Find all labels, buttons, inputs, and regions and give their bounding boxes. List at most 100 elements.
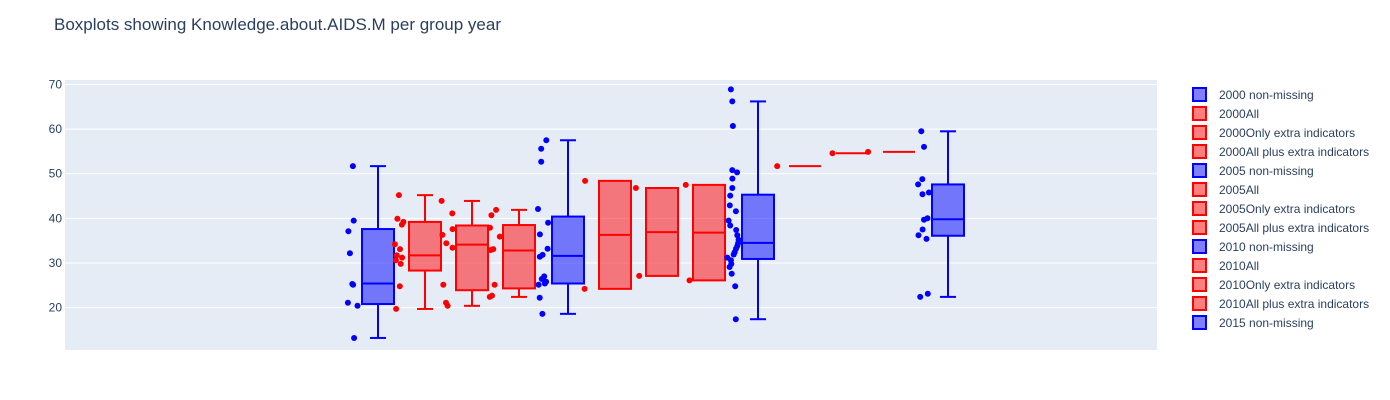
y-tick-label: 40 (49, 211, 63, 225)
legend-item[interactable]: 2005All plus extra indicators (1192, 220, 1369, 235)
data-point (536, 253, 543, 260)
data-point (924, 290, 931, 297)
chart-title: Boxplots showing Knowledge.about.AIDS.M … (54, 15, 501, 34)
data-point (493, 206, 500, 213)
legend-label: 2005Only extra indicators (1219, 202, 1355, 216)
data-point (732, 316, 739, 323)
data-point (449, 244, 456, 251)
data-point (541, 280, 548, 287)
data-point (727, 86, 734, 93)
data-point (545, 219, 552, 226)
legend-item[interactable]: 2010 non-missing (1192, 239, 1314, 254)
data-point (391, 241, 398, 248)
legend-label: 2010All plus extra indicators (1219, 297, 1369, 311)
legend-label: 2005All (1219, 183, 1259, 197)
legend-swatch (1192, 277, 1207, 292)
legend[interactable]: 2000 non-missing 2000All 2000Only extra in… (1192, 87, 1369, 330)
data-point (488, 212, 495, 219)
data-point (536, 294, 543, 301)
legend-label: 2000 non-missing (1219, 88, 1314, 102)
data-point (581, 285, 588, 292)
data-point (396, 283, 403, 290)
data-point (729, 175, 736, 182)
data-point (921, 216, 927, 223)
legend-label: 2010Only extra indicators (1219, 278, 1355, 292)
data-point (350, 217, 357, 224)
legend-item[interactable]: 2000Only extra indicators (1192, 125, 1355, 140)
data-point (915, 232, 922, 239)
data-point (729, 123, 736, 129)
legend-label: 2000Only extra indicators (1219, 126, 1355, 140)
data-point (438, 197, 445, 204)
data-point (923, 235, 930, 242)
data-point (632, 185, 639, 191)
data-point (345, 228, 352, 235)
data-point (919, 226, 926, 233)
legend-item[interactable]: 2005Only extra indicators (1192, 201, 1355, 216)
data-point (729, 98, 736, 105)
data-point (734, 232, 741, 239)
data-point (487, 247, 494, 253)
data-point (917, 293, 924, 300)
data-point (686, 277, 693, 284)
box-trace (682, 181, 726, 284)
data-point (919, 191, 926, 198)
data-point (918, 128, 925, 135)
data-point (535, 206, 541, 212)
box-iqr (551, 215, 585, 285)
data-point (486, 293, 493, 300)
box-iqr (931, 183, 965, 237)
legend-item[interactable]: 2005All (1192, 182, 1259, 197)
legend-swatch (1192, 106, 1207, 121)
data-point (733, 227, 740, 233)
y-tick-label: 30 (49, 256, 63, 270)
data-point (444, 302, 451, 309)
legend-item[interactable]: 2005 non-missing (1192, 163, 1314, 178)
data-point (774, 163, 781, 170)
data-point (393, 305, 400, 312)
data-point (487, 224, 493, 231)
data-point (349, 163, 356, 170)
box-trace (344, 163, 395, 341)
data-point (636, 272, 643, 279)
box-trace (829, 150, 868, 157)
legend-swatch (1192, 163, 1207, 178)
data-point (729, 185, 736, 191)
data-point (732, 208, 739, 215)
data-point (543, 137, 550, 144)
data-point (397, 246, 403, 253)
data-point (439, 231, 446, 238)
legend-item[interactable]: 2010All (1192, 258, 1259, 273)
box-iqr (502, 224, 536, 290)
data-point (921, 143, 927, 150)
y-tick-label: 70 (49, 77, 63, 91)
legend-swatch (1192, 220, 1207, 235)
data-point (440, 281, 447, 288)
data-point (582, 177, 589, 184)
legend-label: 2010All (1219, 259, 1259, 273)
data-point (725, 217, 732, 224)
box-trace (915, 128, 965, 300)
box-trace (774, 163, 821, 170)
legend-label: 2015 non-missing (1219, 316, 1314, 330)
legend-label: 2000All (1219, 107, 1259, 121)
data-point (734, 169, 741, 176)
data-point (730, 251, 737, 258)
legend-item[interactable]: 2015 non-missing (1192, 315, 1314, 330)
data-point (399, 254, 406, 261)
legend-swatch (1192, 296, 1207, 311)
data-point (538, 145, 545, 152)
legend-item[interactable]: 2010All plus extra indicators (1192, 296, 1369, 311)
data-point (350, 281, 357, 288)
data-point (398, 221, 405, 228)
legend-item[interactable]: 2000All (1192, 106, 1259, 121)
legend-item[interactable]: 2000 non-missing (1192, 87, 1314, 102)
data-point (538, 158, 545, 165)
legend-item[interactable]: 2000All plus extra indicators (1192, 144, 1369, 159)
legend-swatch (1192, 201, 1207, 216)
data-point (536, 231, 543, 238)
y-tick-label: 60 (49, 122, 63, 136)
legend-item[interactable]: 2010Only extra indicators (1192, 277, 1355, 292)
legend-swatch (1192, 87, 1207, 102)
